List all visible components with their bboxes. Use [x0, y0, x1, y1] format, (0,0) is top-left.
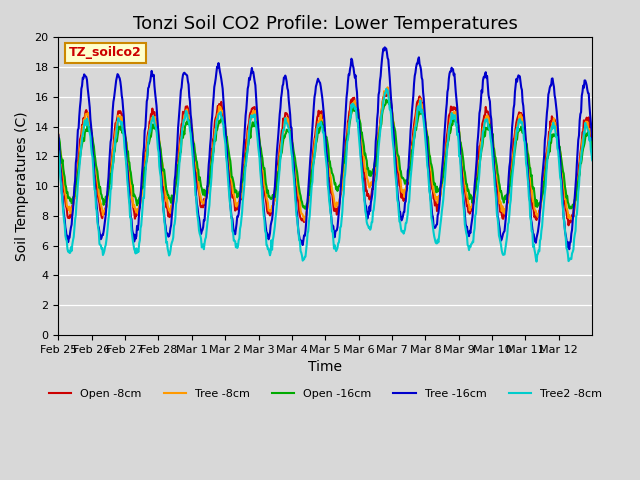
Tree2 -8cm: [117, 121, 125, 127]
Tree -8cm: [381, 89, 388, 95]
Tree -16cm: [588, 137, 596, 143]
Tree -8cm: [242, 155, 250, 161]
Open -8cm: [564, 222, 572, 228]
Tree -16cm: [54, 132, 62, 138]
Open -16cm: [117, 127, 125, 133]
Open -8cm: [588, 138, 596, 144]
Line: Open -8cm: Open -8cm: [58, 89, 592, 225]
Tree -16cm: [117, 84, 125, 90]
Tree2 -8cm: [382, 86, 390, 92]
Line: Tree -16cm: Tree -16cm: [58, 48, 592, 249]
Open -16cm: [381, 102, 388, 108]
Open -16cm: [54, 136, 62, 142]
Open -16cm: [242, 163, 250, 168]
Tree -8cm: [262, 189, 269, 194]
Tree2 -8cm: [54, 148, 62, 154]
Tree -8cm: [588, 144, 596, 149]
Tree -8cm: [384, 84, 392, 90]
Open -8cm: [54, 134, 62, 140]
Tree2 -8cm: [411, 130, 419, 136]
X-axis label: Time: Time: [308, 360, 342, 374]
Open -16cm: [301, 206, 309, 212]
Open -8cm: [262, 196, 269, 202]
Tree -8cm: [54, 132, 62, 137]
Text: TZ_soilco2: TZ_soilco2: [69, 46, 142, 59]
Open -16cm: [262, 180, 269, 186]
Tree2 -8cm: [588, 157, 596, 163]
Tree -16cm: [381, 45, 388, 50]
Tree -8cm: [301, 218, 308, 224]
Tree2 -8cm: [215, 111, 223, 117]
Line: Tree2 -8cm: Tree2 -8cm: [58, 89, 592, 262]
Open -16cm: [382, 97, 390, 103]
Open -8cm: [242, 146, 250, 152]
Tree2 -8cm: [242, 163, 250, 168]
Open -8cm: [384, 86, 392, 92]
Line: Tree -8cm: Tree -8cm: [58, 87, 592, 221]
Y-axis label: Soil Temperatures (C): Soil Temperatures (C): [15, 111, 29, 261]
Tree -16cm: [411, 73, 419, 79]
Tree2 -8cm: [380, 96, 388, 101]
Tree -8cm: [215, 103, 223, 109]
Legend: Open -8cm, Tree -8cm, Open -16cm, Tree -16cm, Tree2 -8cm: Open -8cm, Tree -8cm, Open -16cm, Tree -…: [45, 385, 606, 404]
Open -16cm: [412, 126, 419, 132]
Tree -16cm: [380, 48, 388, 53]
Open -8cm: [117, 110, 125, 116]
Line: Open -16cm: Open -16cm: [58, 100, 592, 209]
Tree -8cm: [412, 121, 419, 127]
Open -16cm: [588, 146, 596, 152]
Tree -16cm: [262, 224, 269, 230]
Tree -8cm: [117, 117, 125, 122]
Tree2 -8cm: [532, 259, 540, 264]
Tree -16cm: [242, 112, 250, 118]
Tree -16cm: [215, 64, 223, 70]
Tree -16cm: [565, 246, 573, 252]
Tree2 -8cm: [262, 230, 269, 236]
Open -16cm: [215, 118, 223, 124]
Title: Tonzi Soil CO2 Profile: Lower Temperatures: Tonzi Soil CO2 Profile: Lower Temperatur…: [133, 15, 518, 33]
Open -8cm: [215, 101, 223, 107]
Open -8cm: [380, 94, 388, 100]
Open -8cm: [411, 117, 419, 122]
